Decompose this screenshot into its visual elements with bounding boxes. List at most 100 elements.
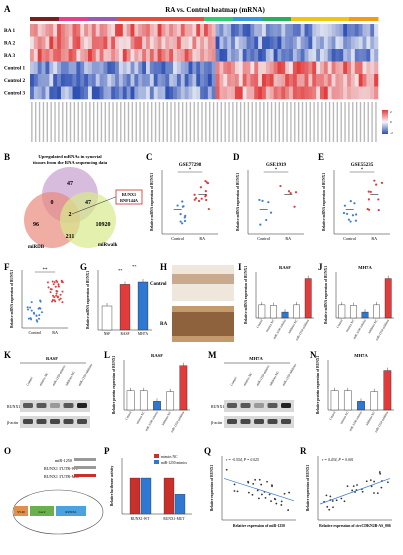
heatmap-cell xyxy=(91,61,97,75)
heatmap-cell xyxy=(354,36,359,50)
heatmap-cell xyxy=(176,49,182,62)
heatmap-cell xyxy=(64,36,69,50)
data-point xyxy=(353,202,356,205)
heatmap-cell xyxy=(41,49,46,62)
heatmap-cell xyxy=(304,61,309,75)
heatmap-cell xyxy=(296,74,301,87)
heatmap-cell xyxy=(238,36,243,50)
heatmap-cell xyxy=(84,49,89,62)
heatmap-cell xyxy=(265,74,271,87)
chart-r-correlation: Relative expression of RUNX1 r = 0.434, P… xyxy=(306,456,392,528)
heatmap-cell xyxy=(134,61,139,75)
data-point xyxy=(181,222,184,225)
heatmap-cell xyxy=(192,36,197,50)
heatmap-cell xyxy=(184,24,189,37)
heatmap-cell xyxy=(126,74,131,87)
heatmap-cell xyxy=(146,24,151,37)
heatmap-cell xyxy=(234,86,240,100)
data-point xyxy=(52,283,55,286)
venn-count-right: 47 xyxy=(85,200,91,206)
heatmap-cell xyxy=(95,24,100,37)
data-point xyxy=(349,220,352,223)
heatmap-cell xyxy=(234,36,240,50)
heatmap-cell xyxy=(246,86,251,100)
heatmap-cell xyxy=(103,24,108,37)
histology-label-control: Control xyxy=(150,282,167,287)
heatmap-cell xyxy=(231,61,236,75)
data-point xyxy=(46,281,49,284)
bar xyxy=(330,390,339,411)
heatmap-cell xyxy=(343,61,348,75)
data-point xyxy=(259,223,262,226)
blot-band xyxy=(267,403,278,408)
heatmap-cell xyxy=(76,49,81,62)
heatmap-cell xyxy=(188,36,193,50)
gene-label-tick xyxy=(46,102,48,142)
venn-callout-box xyxy=(115,189,143,205)
row-o-r: O P Q R miR-1250 RUNX1 3'UTR-WT RUNX1 3'… xyxy=(0,444,403,550)
heatmap-cell xyxy=(84,24,89,37)
gene-label-tick xyxy=(38,102,41,142)
heatmap-cell xyxy=(304,86,309,100)
blot-band xyxy=(281,403,291,408)
heatmap-cell xyxy=(242,49,247,62)
heatmap-cell xyxy=(285,61,290,75)
gene-label: Luc2 xyxy=(39,510,46,514)
data-point xyxy=(367,198,371,201)
heatmap-cell xyxy=(33,61,39,75)
heatmap-cell xyxy=(57,24,62,37)
data-point xyxy=(340,497,343,500)
heatmap-cell xyxy=(196,86,201,100)
blot-band xyxy=(254,419,264,424)
heatmap-cell xyxy=(231,36,236,50)
heatmap-cell xyxy=(227,61,232,75)
heatmap-cell xyxy=(238,24,243,37)
heatmap-cell xyxy=(366,61,371,75)
sig-mark: * xyxy=(189,168,192,173)
heatmap-cell xyxy=(165,49,170,62)
gene-label-tick xyxy=(93,102,95,142)
gene-label-tick xyxy=(340,102,342,142)
heatmap-cell xyxy=(80,61,85,75)
gene-label-tick xyxy=(247,102,250,142)
data-point xyxy=(53,296,56,299)
heatmap-cell xyxy=(68,24,73,37)
data-point xyxy=(265,218,268,222)
heatmap-cell xyxy=(366,49,371,62)
x-tick-label: mimics NC xyxy=(345,319,356,333)
heatmap-cell xyxy=(103,36,108,50)
heatmap-cell xyxy=(211,24,216,37)
y-axis-label: Relative luciferase activity xyxy=(110,466,114,507)
blot-band xyxy=(63,403,74,408)
venn-count-center: 2 xyxy=(69,212,72,218)
venn-label-mirwalk: miRwalk xyxy=(98,243,118,248)
heatmap-cell xyxy=(296,61,301,75)
heatmap-cell xyxy=(374,49,379,62)
heatmap-cell xyxy=(115,74,120,87)
heatmap-cell xyxy=(142,61,147,75)
heatmap-cell xyxy=(246,49,251,62)
data-point xyxy=(233,490,236,492)
heatmap-cell xyxy=(72,86,77,100)
heatmap-cell xyxy=(219,86,224,100)
heatmap-cell xyxy=(292,86,298,100)
gene-label-tick xyxy=(201,102,203,142)
heatmap-cell xyxy=(269,24,274,37)
x-tick-label: RA xyxy=(285,236,291,241)
heatmap-cell xyxy=(273,61,278,75)
gene-label-tick xyxy=(355,102,358,142)
data-point xyxy=(258,198,261,202)
heatmap-cell xyxy=(138,36,143,50)
heatmap-cell xyxy=(300,36,305,50)
heatmap-cell xyxy=(262,74,267,87)
heatmap-cell xyxy=(207,74,213,87)
heatmap-cell xyxy=(296,86,301,100)
data-point xyxy=(342,211,346,215)
data-point xyxy=(280,500,283,503)
data-point xyxy=(55,292,58,295)
heatmap-cell xyxy=(76,36,81,50)
heatmap-cell xyxy=(107,24,112,37)
data-point xyxy=(247,480,249,483)
bar xyxy=(281,311,289,319)
heatmap-cell xyxy=(80,74,85,87)
